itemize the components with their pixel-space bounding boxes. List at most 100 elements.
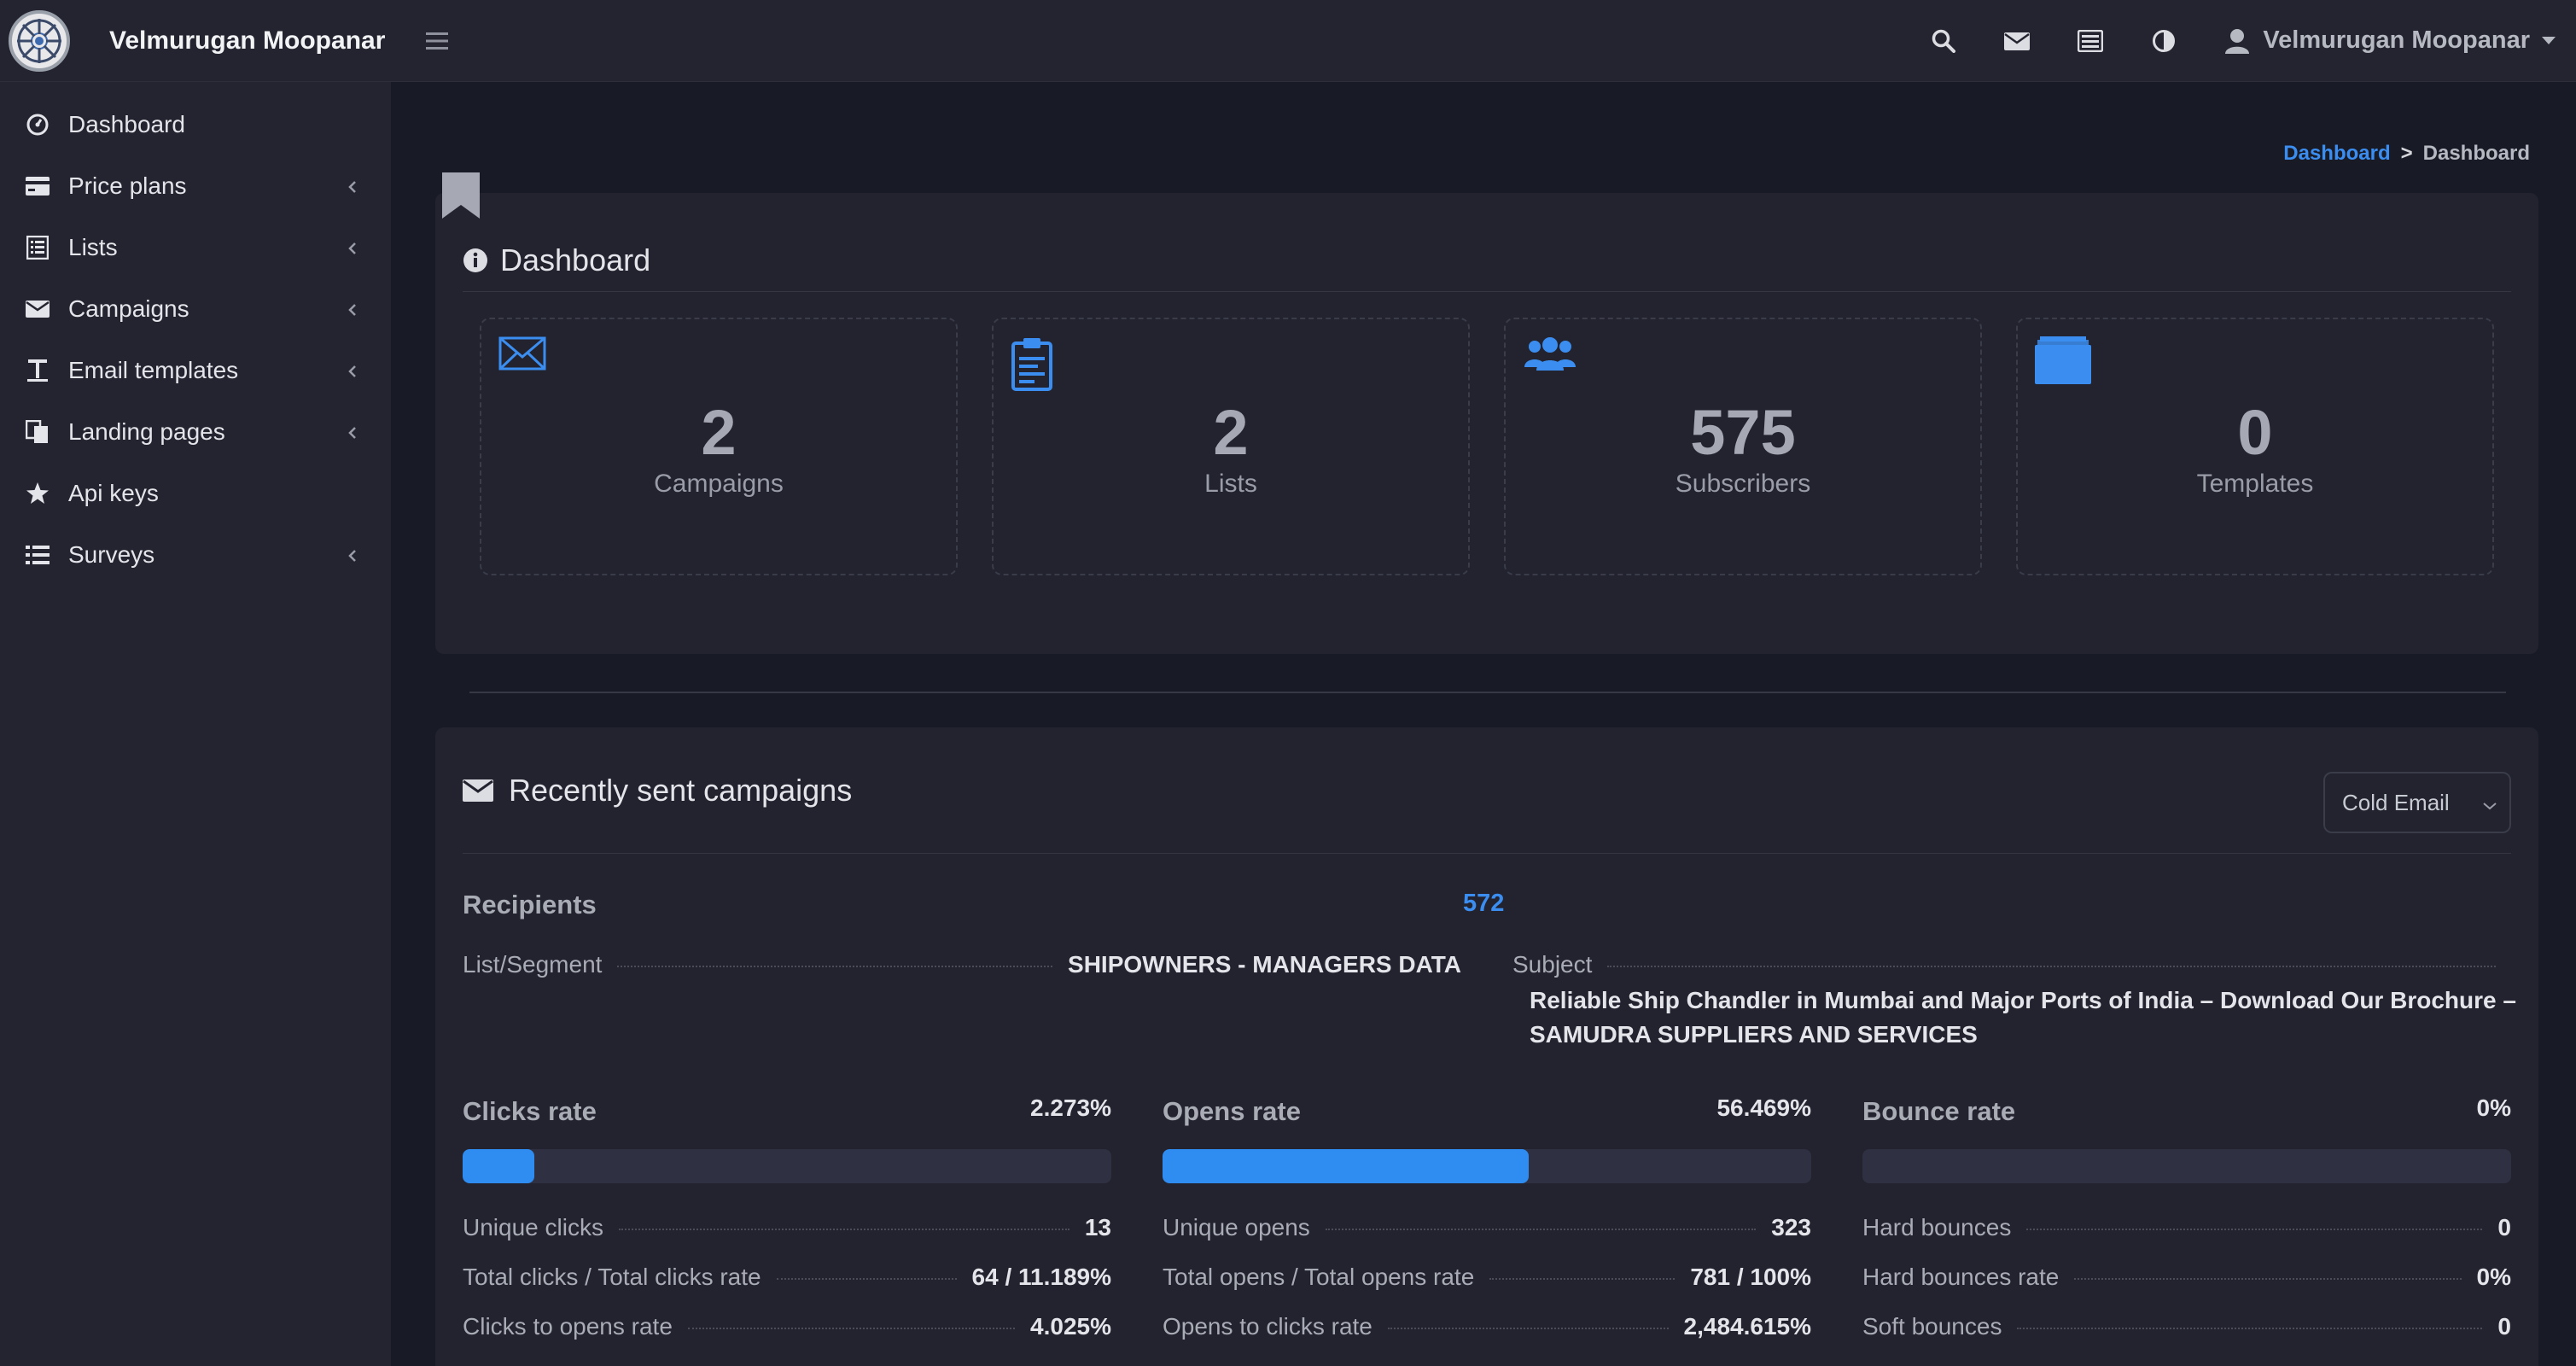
notifications-button[interactable]: [2073, 24, 2107, 58]
dotted-leader: [617, 966, 1053, 967]
unique-clicks-row: Unique clicks 13: [463, 1214, 1111, 1241]
envelope-icon: [2004, 32, 2031, 50]
envelope-icon: [24, 295, 51, 323]
sidebar-item-label: Campaigns: [68, 295, 189, 322]
unique-opens-value: 323: [1771, 1214, 1811, 1240]
contrast-icon: [2153, 29, 2176, 52]
clicks-to-opens-row: Clicks to opens rate 4.025%: [463, 1313, 1111, 1340]
campaign-select[interactable]: Cold Email: [2323, 772, 2511, 833]
stat-templates[interactable]: 0 Templates: [2016, 318, 2494, 575]
sidebar: Dashboard Price plans Lists Campaigns Em…: [0, 82, 391, 1366]
opens-rate-bar: [1163, 1149, 1811, 1183]
sidebar-item-surveys[interactable]: Surveys: [0, 524, 391, 586]
sidebar-item-landing-pages[interactable]: Landing pages: [0, 401, 391, 463]
clipboard-icon: [1011, 336, 1053, 395]
sidebar-item-lists[interactable]: Lists: [0, 217, 391, 278]
dashboard-card-header: Dashboard: [463, 193, 2511, 292]
hard-bounces-value: 0: [2497, 1214, 2511, 1240]
dotted-leader: [1325, 1229, 1757, 1230]
total-opens-value: 781 / 100%: [1690, 1264, 1811, 1290]
search-icon: [1932, 29, 1956, 53]
dotted-leader: [1607, 966, 2496, 967]
dotted-leader: [2026, 1229, 2483, 1230]
sidebar-item-campaigns[interactable]: Campaigns: [0, 278, 391, 340]
brand[interactable]: Velmurugan Moopanar: [0, 0, 391, 82]
sidebar-item-label: Price plans: [68, 172, 187, 199]
dashboard-card: Dashboard 2 Campaigns 2 Lists 575 Subscr…: [435, 193, 2538, 654]
users-icon: [1523, 336, 1577, 375]
stat-label: Subscribers: [1675, 470, 1811, 498]
list-icon: [24, 234, 51, 261]
list-segment-value: SHIPOWNERS - MANAGERS DATA: [1068, 951, 1461, 978]
clicks-to-opens-label: Clicks to opens rate: [463, 1313, 673, 1340]
hard-bounces-row: Hard bounces 0: [1862, 1214, 2511, 1241]
messages-button[interactable]: [2000, 24, 2034, 58]
stat-subscribers[interactable]: 575 Subscribers: [1504, 318, 1982, 575]
soft-bounces-value: 0: [2497, 1313, 2511, 1340]
sidebar-item-api-keys[interactable]: Api keys: [0, 463, 391, 524]
chevron-left-icon: [348, 234, 357, 261]
user-name: Velmurugan Moopanar: [2263, 26, 2530, 54]
dotted-leader: [2017, 1328, 2483, 1329]
subject-label: Subject: [1512, 951, 1593, 978]
sidebar-item-label: Dashboard: [68, 111, 185, 137]
bullet-list-icon: [24, 541, 51, 569]
folder-icon: [2035, 336, 2091, 388]
unique-clicks-value: 13: [1084, 1214, 1111, 1240]
sidebar-item-label: Surveys: [68, 541, 155, 568]
dotted-leader: [2074, 1278, 2462, 1280]
theme-toggle-button[interactable]: [2147, 24, 2181, 58]
sidebar-item-label: Api keys: [68, 480, 159, 506]
top-bar: Velmurugan Moopanar: [0, 0, 2576, 82]
subject-value: Reliable Ship Chandler in Mumbai and Maj…: [1530, 987, 2516, 1048]
hard-bounces-rate-label: Hard bounces rate: [1862, 1264, 2060, 1290]
ship-wheel-logo-icon: [17, 18, 61, 63]
envelope-icon: [463, 779, 493, 802]
clicks-rate-label: Clicks rate: [463, 1096, 597, 1126]
search-button[interactable]: [1926, 24, 1961, 58]
sidebar-toggle-button[interactable]: [420, 24, 454, 58]
copy-icon: [24, 418, 51, 446]
user-menu[interactable]: Velmurugan Moopanar: [2225, 26, 2556, 55]
caret-down-icon: [2542, 36, 2556, 44]
stat-lists[interactable]: 2 Lists: [992, 318, 1470, 575]
bounce-rate-value: 0%: [2476, 1095, 2511, 1121]
dotted-leader: [1387, 1328, 1669, 1329]
clicks-rate-bar: [463, 1149, 1111, 1183]
sidebar-item-dashboard[interactable]: Dashboard: [0, 94, 391, 155]
stat-label: Templates: [2196, 470, 2314, 498]
unique-opens-label: Unique opens: [1163, 1214, 1310, 1240]
dotted-leader: [618, 1229, 1069, 1230]
sidebar-item-price-plans[interactable]: Price plans: [0, 155, 391, 217]
opens-rate-value: 56.469%: [1716, 1095, 1811, 1121]
sidebar-item-label: Email templates: [68, 357, 239, 383]
soft-bounces-row: Soft bounces 0: [1862, 1313, 2511, 1340]
info-circle-icon: [463, 248, 487, 272]
stat-value: 2: [1213, 397, 1249, 468]
recent-campaigns-header: Recently sent campaigns: [463, 727, 2511, 854]
breadcrumb-separator: >: [2400, 142, 2413, 165]
opens-to-clicks-label: Opens to clicks rate: [1163, 1313, 1373, 1340]
text-icon: [24, 357, 51, 384]
chevron-left-icon: [348, 418, 357, 446]
soft-bounces-label: Soft bounces: [1862, 1313, 2002, 1340]
chevron-left-icon: [348, 541, 357, 569]
hamburger-icon: [426, 32, 448, 50]
sidebar-item-label: Lists: [68, 234, 118, 260]
clicks-rate-value: 2.273%: [1030, 1095, 1111, 1121]
sidebar-item-email-templates[interactable]: Email templates: [0, 340, 391, 401]
top-right-toolbar: Velmurugan Moopanar: [1887, 0, 2576, 82]
subject-row: Subject: [1512, 951, 2511, 978]
sidebar-item-label: Landing pages: [68, 418, 225, 445]
total-clicks-row: Total clicks / Total clicks rate 64 / 11…: [463, 1264, 1111, 1291]
opens-rate-label: Opens rate: [1163, 1096, 1301, 1126]
envelope-outline-icon: [498, 336, 546, 375]
dotted-leader: [687, 1328, 1016, 1329]
chevron-down-icon: [2482, 790, 2497, 816]
chevron-left-icon: [348, 172, 357, 200]
stat-campaigns[interactable]: 2 Campaigns: [480, 318, 958, 575]
list-segment-row: List/Segment SHIPOWNERS - MANAGERS DATA: [463, 951, 1461, 978]
recipients-value: 572: [1463, 890, 1505, 917]
breadcrumb-current: Dashboard: [2422, 142, 2530, 165]
breadcrumb-link-dashboard[interactable]: Dashboard: [2283, 142, 2391, 165]
